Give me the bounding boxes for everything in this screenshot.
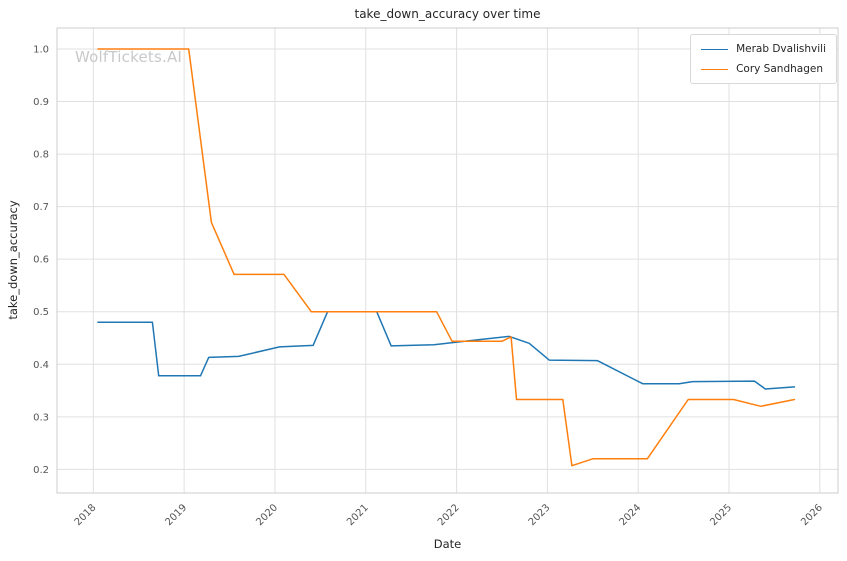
x-axis-label: Date xyxy=(433,537,462,551)
y-tick-label: 0.5 xyxy=(33,307,49,318)
x-tick-label: 2019 xyxy=(163,502,189,528)
y-tick-label: 0.3 xyxy=(33,412,49,423)
x-tick-label: 2024 xyxy=(618,502,644,528)
legend: Merab Dvalishvili Cory Sandhagen xyxy=(690,34,837,84)
chart-title: take_down_accuracy over time xyxy=(354,7,541,21)
y-tick-label: 0.4 xyxy=(33,360,49,371)
x-tick-label: 2025 xyxy=(708,502,734,528)
y-tick-label: 0.9 xyxy=(33,97,49,108)
x-tick-label: 2023 xyxy=(527,502,553,528)
y-tick-label: 1.0 xyxy=(33,45,49,56)
x-tick-label: 2018 xyxy=(73,502,99,528)
legend-line-cory-icon xyxy=(701,68,729,70)
x-tick-label: 2020 xyxy=(254,502,280,528)
legend-label-merab: Merab Dvalishvili xyxy=(736,43,826,55)
series-line-merab-dvalishvili xyxy=(97,310,796,390)
x-tick-label: 2021 xyxy=(345,502,371,528)
plot-border xyxy=(56,27,839,494)
watermark: WolfTickets.AI xyxy=(75,48,183,66)
y-tick-label: 0.8 xyxy=(33,150,49,161)
y-tick-label: 0.7 xyxy=(33,202,49,213)
series-line-cory-sandhagen xyxy=(97,48,796,467)
legend-item-cory: Cory Sandhagen xyxy=(701,63,826,75)
legend-line-merab-icon xyxy=(701,48,729,50)
x-tick-label: 2022 xyxy=(436,502,462,528)
legend-label-cory: Cory Sandhagen xyxy=(736,63,823,75)
x-tick-label: 2026 xyxy=(799,502,825,528)
y-tick-label: 0.2 xyxy=(33,465,49,476)
legend-item-merab: Merab Dvalishvili xyxy=(701,43,826,55)
y-tick-label: 0.6 xyxy=(33,255,49,266)
